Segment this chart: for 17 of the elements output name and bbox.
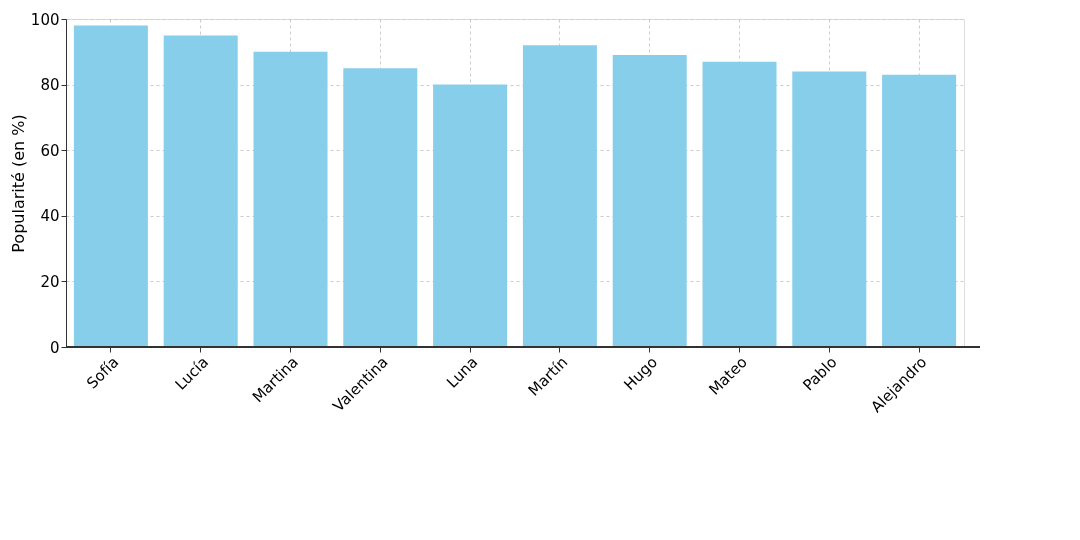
bar (702, 61, 777, 347)
y-tick-label: 60 (40, 141, 60, 160)
bar (163, 35, 238, 347)
y-tick-label: 20 (40, 272, 60, 291)
bar (253, 51, 328, 347)
bar (882, 74, 957, 347)
bar (792, 71, 867, 347)
bar (522, 45, 597, 347)
bar (612, 55, 687, 347)
bar (73, 25, 148, 347)
bar (433, 84, 508, 347)
y-axis-title: Popularité (en %) (8, 114, 28, 253)
y-tick-label: 0 (49, 338, 60, 357)
y-tick-label: 40 (40, 207, 60, 226)
bar (343, 68, 418, 347)
y-tick-label: 80 (40, 76, 60, 95)
y-tick-label: 100 (30, 10, 60, 29)
